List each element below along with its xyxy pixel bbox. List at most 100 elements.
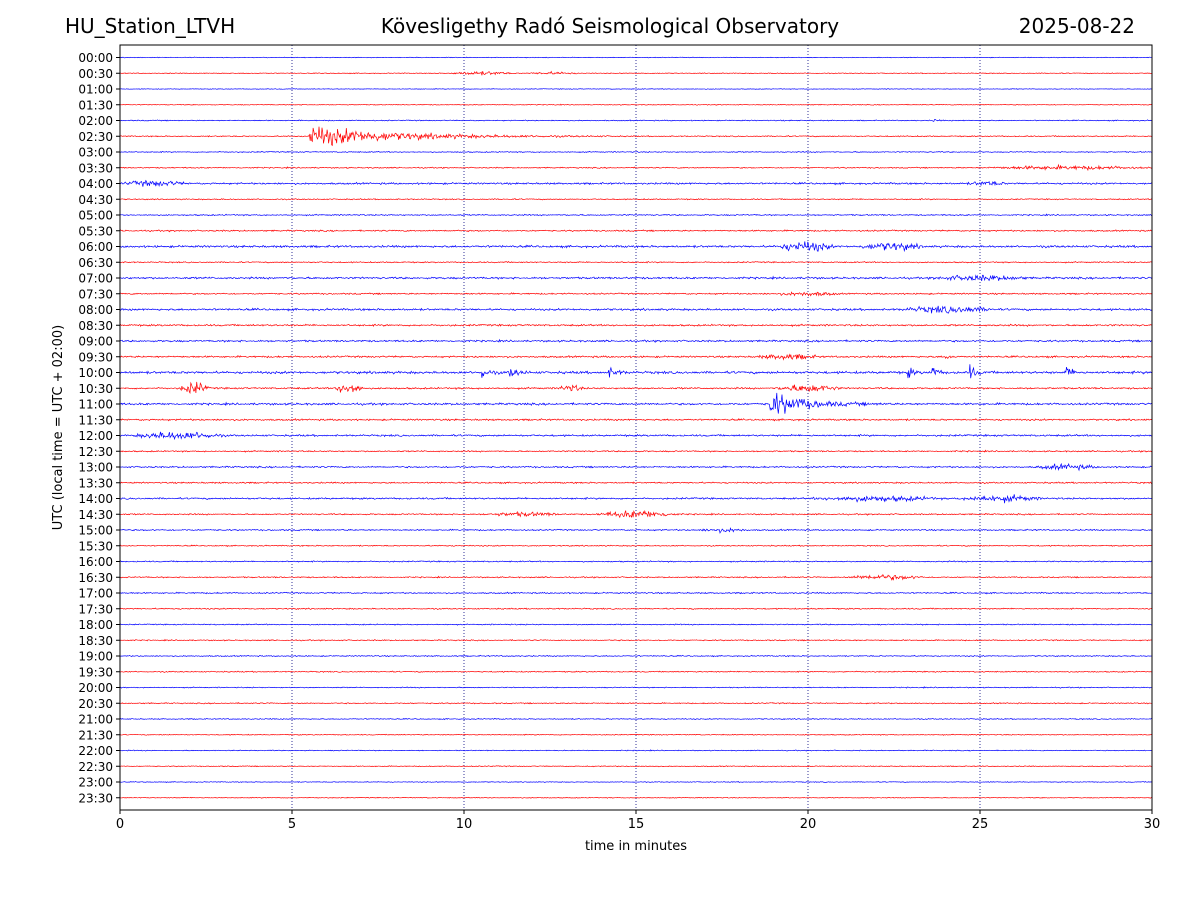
x-tick-label: 10 [456,817,473,832]
trace-2230 [119,765,1153,768]
trace-1530 [119,544,1153,548]
y-tick-label: 15:30 [78,539,113,553]
y-tick-label: 07:30 [78,287,113,301]
y-tick-label: 16:30 [78,571,113,585]
x-axis-ticks: 0 5 10 15 20 25 30 [116,810,1160,832]
y-tick-label: 02:30 [78,130,113,144]
trace-0700 [119,274,1153,282]
x-axis-label: time in minutes [585,839,687,854]
y-tick-label: 21:30 [78,728,113,742]
y-tick-label: 10:00 [78,366,113,380]
y-tick-label: 00:00 [78,51,113,65]
trace-2330 [119,796,1153,799]
trace-1600 [119,560,1153,563]
y-tick-label: 23:30 [78,791,113,805]
x-tick-label: 0 [116,817,124,832]
x-tick-label: 30 [1144,817,1161,832]
trace-1230 [119,449,1153,453]
y-tick-label: 23:00 [78,776,113,790]
y-tick-label: 20:00 [78,681,113,695]
trace-1000 [119,364,1153,379]
y-axis-label: UTC (local time = UTC + 02:00) [51,325,66,530]
station-name: HU_Station_LTVH [65,14,236,38]
trace-0030 [119,70,1153,76]
trace-0630 [119,260,1153,264]
trace-1800 [119,623,1153,626]
trace-1030 [119,381,1153,394]
trace-2030 [119,701,1153,705]
trace-0130 [119,103,1153,106]
trace-0000 [119,56,1153,59]
trace-0930 [119,353,1153,361]
trace-1630 [119,573,1152,581]
trace-0900 [119,338,1153,343]
trace-0400 [120,179,1153,188]
trace-1900 [119,654,1153,658]
y-tick-label: 07:00 [78,272,113,286]
trace-1500 [119,527,1153,534]
y-tick-label: 09:30 [78,350,113,364]
y-tick-label: 13:00 [78,461,113,475]
y-tick-label: 01:00 [78,83,113,97]
trace-1730 [119,607,1153,611]
x-tick-label: 25 [972,817,989,832]
trace-1100 [119,392,1153,414]
trace-1830 [119,638,1153,642]
y-tick-label: 22:30 [78,760,113,774]
trace-1130 [119,418,1153,422]
trace-0800 [119,305,1153,314]
trace-0600 [119,241,1153,253]
trace-1200 [119,431,1153,441]
trace-0300 [119,150,1153,154]
y-tick-label: 03:30 [78,161,113,175]
y-tick-label: 21:00 [78,713,113,727]
trace-0230 [119,126,1153,147]
y-tick-label: 03:00 [78,146,113,160]
trace-2100 [119,717,1153,721]
trace-0730 [119,291,1153,297]
trace-0430 [119,198,1153,201]
y-tick-label: 14:00 [78,492,113,506]
y-tick-label: 05:30 [78,224,113,238]
trace-2130 [119,733,1153,736]
y-tick-label: 10:30 [78,382,113,396]
chart-date: 2025-08-22 [1018,14,1135,38]
y-tick-label: 12:00 [78,429,113,443]
trace-0530 [119,229,1153,233]
y-tick-label: 06:00 [78,240,113,254]
trace-1430 [119,509,1153,519]
y-tick-label: 13:30 [78,476,113,490]
seismic-traces [119,56,1153,799]
y-tick-label: 06:30 [78,256,113,270]
trace-1300 [119,462,1153,472]
y-tick-label: 01:30 [78,98,113,112]
trace-0500 [119,213,1153,217]
y-tick-label: 14:30 [78,508,113,522]
y-tick-label: 11:00 [78,398,113,412]
y-tick-label: 04:00 [78,177,113,191]
trace-1930 [119,670,1153,673]
trace-1330 [119,481,1153,485]
y-tick-label: 08:30 [78,319,113,333]
y-tick-label: 20:30 [78,697,113,711]
y-tick-label: 22:00 [78,744,113,758]
trace-1700 [119,591,1153,595]
vertical-grid [291,45,981,810]
y-tick-label: 18:00 [78,618,113,632]
trace-2000 [119,686,1153,689]
y-tick-label: 16:00 [78,555,113,569]
x-tick-label: 20 [800,817,817,832]
y-tick-label: 15:00 [78,524,113,538]
y-tick-label: 17:00 [78,587,113,601]
y-tick-label: 02:00 [78,114,113,128]
y-tick-label: 19:00 [78,650,113,664]
trace-2300 [119,781,1153,783]
trace-0830 [119,323,1153,328]
trace-1400 [119,494,1153,504]
y-tick-label: 12:30 [78,445,113,459]
trace-2200 [119,749,1153,752]
y-tick-label: 11:30 [78,413,113,427]
y-tick-label: 19:30 [78,665,113,679]
